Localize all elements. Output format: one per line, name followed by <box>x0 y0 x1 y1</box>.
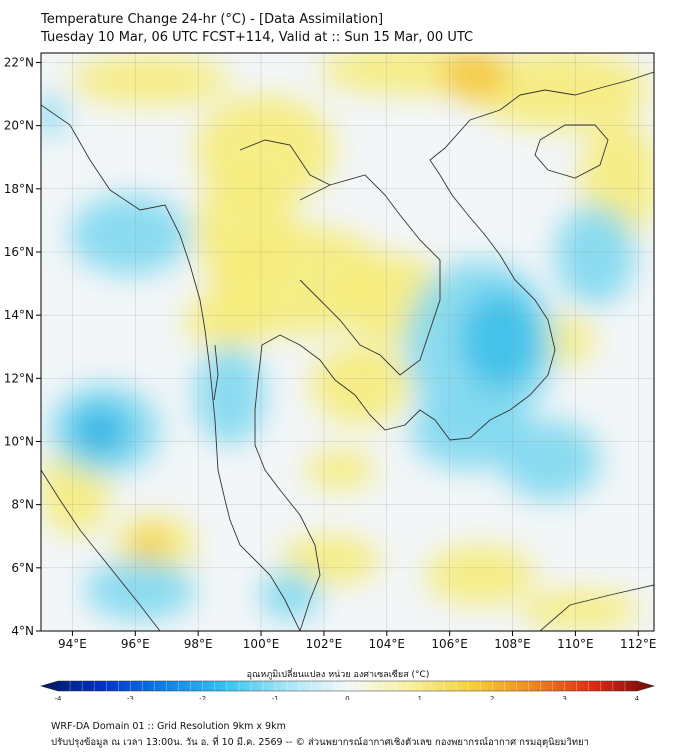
colorbar: -4 -3 -2 -1 0 1 2 3 4 <box>39 680 656 700</box>
graticule: 94°E 96°E 98°E 100°E 102°E 104°E 106°E 108°E 110… <box>4 53 657 651</box>
lon-tick-label: 96°E <box>121 637 150 651</box>
map-title: Temperature Change 24-hr (°C) - [Data As… <box>41 12 384 27</box>
lon-tick-label: 108°E <box>494 637 531 651</box>
lon-tick-label: 102°E <box>306 637 343 651</box>
colorbar-tick-label: 3 <box>562 695 566 700</box>
coastlines <box>41 71 654 631</box>
lon-tick-label: 94°E <box>58 637 87 651</box>
lat-tick-label: 16°N <box>4 245 34 259</box>
colorbar-tick-label: -3 <box>127 695 134 700</box>
colorbar-tick-label: -4 <box>55 695 63 700</box>
sumatra-coast <box>41 469 161 631</box>
lon-tick-label: 112°E <box>620 637 657 651</box>
china-coast <box>519 71 654 96</box>
lat-tick-label: 10°N <box>4 434 34 448</box>
colorbar-ticks: -4 -3 -2 -1 0 1 2 3 4 <box>55 681 640 700</box>
footer-credit: ปรับปรุงข้อมูล ณ เวลา 13:00น. วัน อ. ที่… <box>51 737 589 748</box>
map-frame <box>40 52 655 632</box>
lon-tick-label: 106°E <box>431 637 468 651</box>
lat-tick-label: 12°N <box>4 371 34 385</box>
lat-tick-label: 18°N <box>4 182 34 196</box>
lat-tick-label: 14°N <box>4 308 34 322</box>
lat-tick-label: 4°N <box>11 624 34 638</box>
colorbar-tick-label: 2 <box>490 695 494 700</box>
lon-tick-label: 100°E <box>243 637 280 651</box>
lon-tick-label: 110°E <box>557 637 594 651</box>
colorbar-tick-label: -1 <box>272 695 279 700</box>
temperature-blobs <box>41 53 654 630</box>
colorbar-tick-label: 0 <box>345 695 349 700</box>
lon-tick-label: 104°E <box>369 637 406 651</box>
laos-border <box>239 139 331 186</box>
myanmar-coast <box>41 104 301 631</box>
gulf-of-thailand-coast <box>254 94 556 631</box>
colorbar-tick-label: -2 <box>199 695 206 700</box>
colorbar-tick-label: 4 <box>635 695 640 700</box>
lat-tick-label: 8°N <box>11 498 34 512</box>
andaman-islands <box>213 344 219 401</box>
colorbar-tick-label: 1 <box>418 695 422 700</box>
borneo-coast <box>539 584 654 631</box>
footer-model-info: WRF-DA Domain 01 :: Grid Resolution 9km … <box>51 721 286 732</box>
colorbar-label: อุณหภูมิเปลี่ยนแปลง หน่วย องศาเซลเซียส (… <box>246 670 430 680</box>
map-subtitle: Tuesday 10 Mar, 06 UTC FCST+114, Valid a… <box>41 30 474 45</box>
field-layer <box>41 53 654 631</box>
thai-cambodia-border <box>299 174 441 376</box>
lat-tick-label: 20°N <box>4 119 34 133</box>
lon-tick-label: 98°E <box>184 637 213 651</box>
hainan-island <box>534 124 609 179</box>
lat-tick-label: 22°N <box>4 55 34 69</box>
temperature-map: 94°E 96°E 98°E 100°E 102°E 104°E 106°E 108°E 110… <box>4 52 657 700</box>
lat-tick-label: 6°N <box>11 561 34 575</box>
